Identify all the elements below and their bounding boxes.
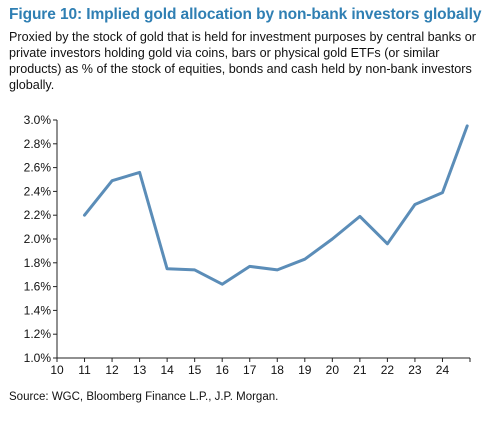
x-tick-label: 24	[436, 363, 450, 377]
x-tick-label: 22	[381, 363, 395, 377]
y-tick-label: 2.8%	[24, 137, 52, 151]
y-tick-label: 2.6%	[24, 161, 52, 175]
series-line	[83, 124, 469, 286]
x-tick-label: 17	[243, 363, 257, 377]
source-note: Source: WGC, Bloomberg Finance L.P., J.P…	[9, 391, 279, 403]
x-tick-label: 14	[160, 363, 174, 377]
x-tick-label: 10	[50, 363, 64, 377]
y-tick-label: 2.2%	[24, 208, 52, 222]
x-tick-label: 19	[298, 363, 312, 377]
subtitle-line: private investors holding gold via coins…	[9, 46, 440, 60]
y-tick-label: 1.8%	[24, 256, 52, 270]
x-tick-label: 15	[188, 363, 202, 377]
chart-subtitle: Proxied by the stock of gold that is hel…	[9, 29, 491, 93]
y-tick-label: 2.4%	[24, 184, 52, 198]
x-tick-label: 21	[353, 363, 367, 377]
subtitle-line: Proxied by the stock of gold that is hel…	[9, 30, 476, 44]
y-tick-label: 1.0%	[24, 351, 52, 365]
y-tick-label: 2.0%	[24, 232, 52, 246]
y-tick-label: 3.0%	[24, 113, 52, 127]
subtitle-line: globally.	[9, 78, 55, 92]
x-tick-label: 23	[408, 363, 422, 377]
x-tick-label: 18	[271, 363, 285, 377]
y-tick-label: 1.4%	[24, 303, 52, 317]
x-tick-label: 20	[326, 363, 340, 377]
y-tick-label: 1.6%	[24, 280, 52, 294]
x-tick-label: 13	[133, 363, 147, 377]
x-tick-label: 16	[216, 363, 230, 377]
y-tick-label: 1.2%	[24, 327, 52, 341]
chart-title: Figure 10: Implied gold allocation by no…	[9, 6, 482, 23]
x-tick-label: 11	[78, 363, 91, 377]
subtitle-line: products) as % of the stock of equities,…	[9, 62, 472, 76]
x-tick-label: 12	[105, 363, 119, 377]
